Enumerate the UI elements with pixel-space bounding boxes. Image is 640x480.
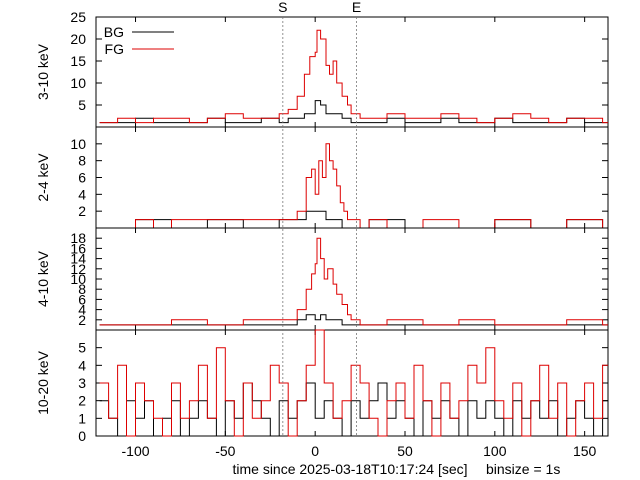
panel-frame xyxy=(95,126,609,229)
series-bg-line xyxy=(99,314,608,326)
y-tick-label: 10 xyxy=(70,75,86,91)
y-tick-label: 18 xyxy=(70,230,86,246)
y-tick-label: 1 xyxy=(78,410,86,426)
binsize-label: binsize = 1s xyxy=(486,461,560,477)
y-tick-label: 12 xyxy=(70,261,86,277)
x-axis: -100 -50 0 50 100 150 xyxy=(122,443,597,459)
y-tick-label: 2 xyxy=(78,203,86,219)
x-tick-label: -50 xyxy=(215,443,235,459)
legend-label-bg: BG xyxy=(104,24,124,40)
y-tick-label: 25 xyxy=(70,9,86,25)
y-tick-label: 8 xyxy=(78,153,86,169)
y-tick-label: 6 xyxy=(78,170,86,186)
y-tick-label: 2 xyxy=(78,312,86,328)
y-tick-label: 4 xyxy=(78,357,86,373)
y-tick-label: 15 xyxy=(70,53,86,69)
y-tick-label: 5 xyxy=(78,97,86,113)
y-tick-label: 0 xyxy=(78,428,86,444)
x-tick-label: -100 xyxy=(122,443,150,459)
x-tick-label: 100 xyxy=(483,443,507,459)
x-axis-title: time since 2025-03-18T10:17:24 [sec] xyxy=(232,461,467,477)
panel-frame xyxy=(95,227,609,331)
series-bg-line xyxy=(99,100,608,124)
y-tick-label: 5 xyxy=(78,340,86,356)
y-tick-label: 16 xyxy=(70,240,86,256)
y-tick-label: 10 xyxy=(70,136,86,152)
x-tick-label: 50 xyxy=(397,443,413,459)
legend-label-fg: FG xyxy=(105,41,124,57)
x-tick-label: 150 xyxy=(573,443,597,459)
series-fg-line xyxy=(99,237,608,326)
y-axis-title: 10-20 keV xyxy=(35,350,51,414)
panel-4: 0 12 3 45 10-20 keV xyxy=(35,329,609,444)
y-axis-title: 4-10 keV xyxy=(35,250,51,307)
series-fg-line xyxy=(99,29,608,124)
y-tick-label: 8 xyxy=(78,281,86,297)
y-tick-label: 4 xyxy=(78,302,86,318)
y-axis-title: 3-10 keV xyxy=(35,43,51,100)
series-bg-line xyxy=(99,382,608,437)
panel-frame xyxy=(95,16,609,128)
series-fg-line xyxy=(99,329,608,437)
y-tick-label: 20 xyxy=(70,31,86,47)
y-axis-title: 2-4 keV xyxy=(35,153,51,202)
y-tick-label: 3 xyxy=(78,375,86,391)
y-tick-label: 14 xyxy=(70,251,86,267)
y-tick-label: 6 xyxy=(78,291,86,307)
y-tick-label: 2 xyxy=(78,393,86,409)
y-tick-label: 4 xyxy=(78,186,86,202)
y-tick-label: 10 xyxy=(70,271,86,287)
series-fg-line xyxy=(99,143,608,229)
marker-label-s: S xyxy=(278,0,287,15)
marker-label-e: E xyxy=(352,0,361,15)
x-tick-label: 0 xyxy=(311,443,319,459)
